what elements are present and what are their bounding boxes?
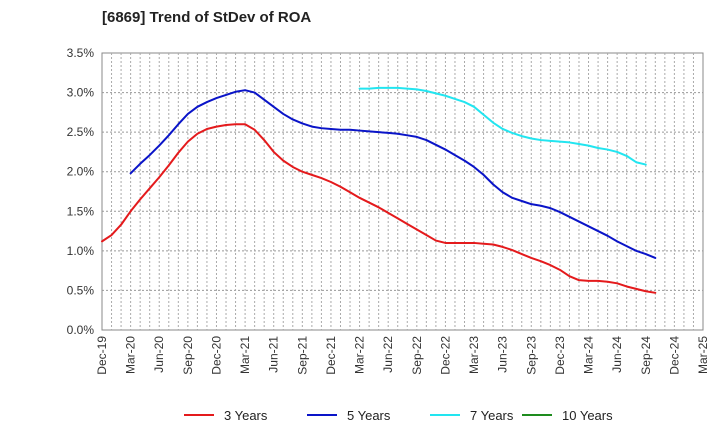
- x-tick-label: Jun-20: [152, 336, 166, 373]
- x-tick-label: Sep-23: [524, 336, 538, 375]
- series-layer: [101, 86, 657, 294]
- y-tick-label: 3.0%: [67, 86, 95, 100]
- plot-frame: [101, 52, 704, 331]
- x-tick-label: Mar-22: [353, 336, 367, 374]
- series-line-5-years: [129, 89, 657, 259]
- x-tick-label: Dec-19: [95, 336, 109, 375]
- x-tick-label: Jun-23: [496, 336, 510, 373]
- y-tick-label: 2.0%: [67, 165, 95, 179]
- x-tick-label: Mar-23: [467, 336, 481, 374]
- x-tick-label: Mar-25: [696, 336, 710, 374]
- x-tick-label: Dec-20: [209, 336, 223, 375]
- y-tick-label: 1.5%: [67, 204, 95, 218]
- x-tick-label: Jun-24: [610, 336, 624, 373]
- y-tick-label: 0.5%: [67, 283, 95, 297]
- x-tick-label: Sep-20: [181, 336, 195, 375]
- legend-label: 7 Years: [470, 408, 514, 423]
- x-tick-label: Dec-23: [553, 336, 567, 375]
- series-line-7-years: [358, 86, 647, 166]
- y-tick-label: 0.0%: [67, 323, 95, 337]
- legend-layer: 3 Years 5 Years 7 Years 10 Years: [184, 408, 613, 423]
- x-tick-label: Mar-20: [124, 336, 138, 374]
- x-tick-label: Dec-21: [324, 336, 338, 375]
- y-tick-label: 3.5%: [67, 46, 95, 60]
- legend-label: 10 Years: [562, 408, 613, 423]
- x-tick-label: Jun-22: [381, 336, 395, 373]
- x-tick-label: Sep-21: [295, 336, 309, 375]
- axis-layer: 0.0% 0.5% 1.0% 1.5% 2.0% 2.5% 3.0% 3.5% Dec-19 Ma…: [67, 46, 710, 375]
- x-tick-label: Mar-21: [238, 336, 252, 374]
- x-tick-label: Sep-22: [410, 336, 424, 375]
- x-tick-label: Jun-21: [267, 336, 281, 373]
- series-line-3-years: [101, 123, 657, 294]
- y-tick-label: 2.5%: [67, 125, 95, 139]
- x-tick-label: Dec-22: [438, 336, 452, 375]
- legend-label: 5 Years: [347, 408, 391, 423]
- x-tick-label: Dec-24: [667, 336, 681, 375]
- x-tick-label: Mar-24: [582, 336, 596, 374]
- x-tick-label: Sep-24: [639, 336, 653, 375]
- chart-title: [6869] Trend of StDev of ROA: [102, 9, 312, 26]
- legend-label: 3 Years: [224, 408, 268, 423]
- grid-layer: [101, 52, 704, 331]
- y-tick-label: 1.0%: [67, 244, 95, 258]
